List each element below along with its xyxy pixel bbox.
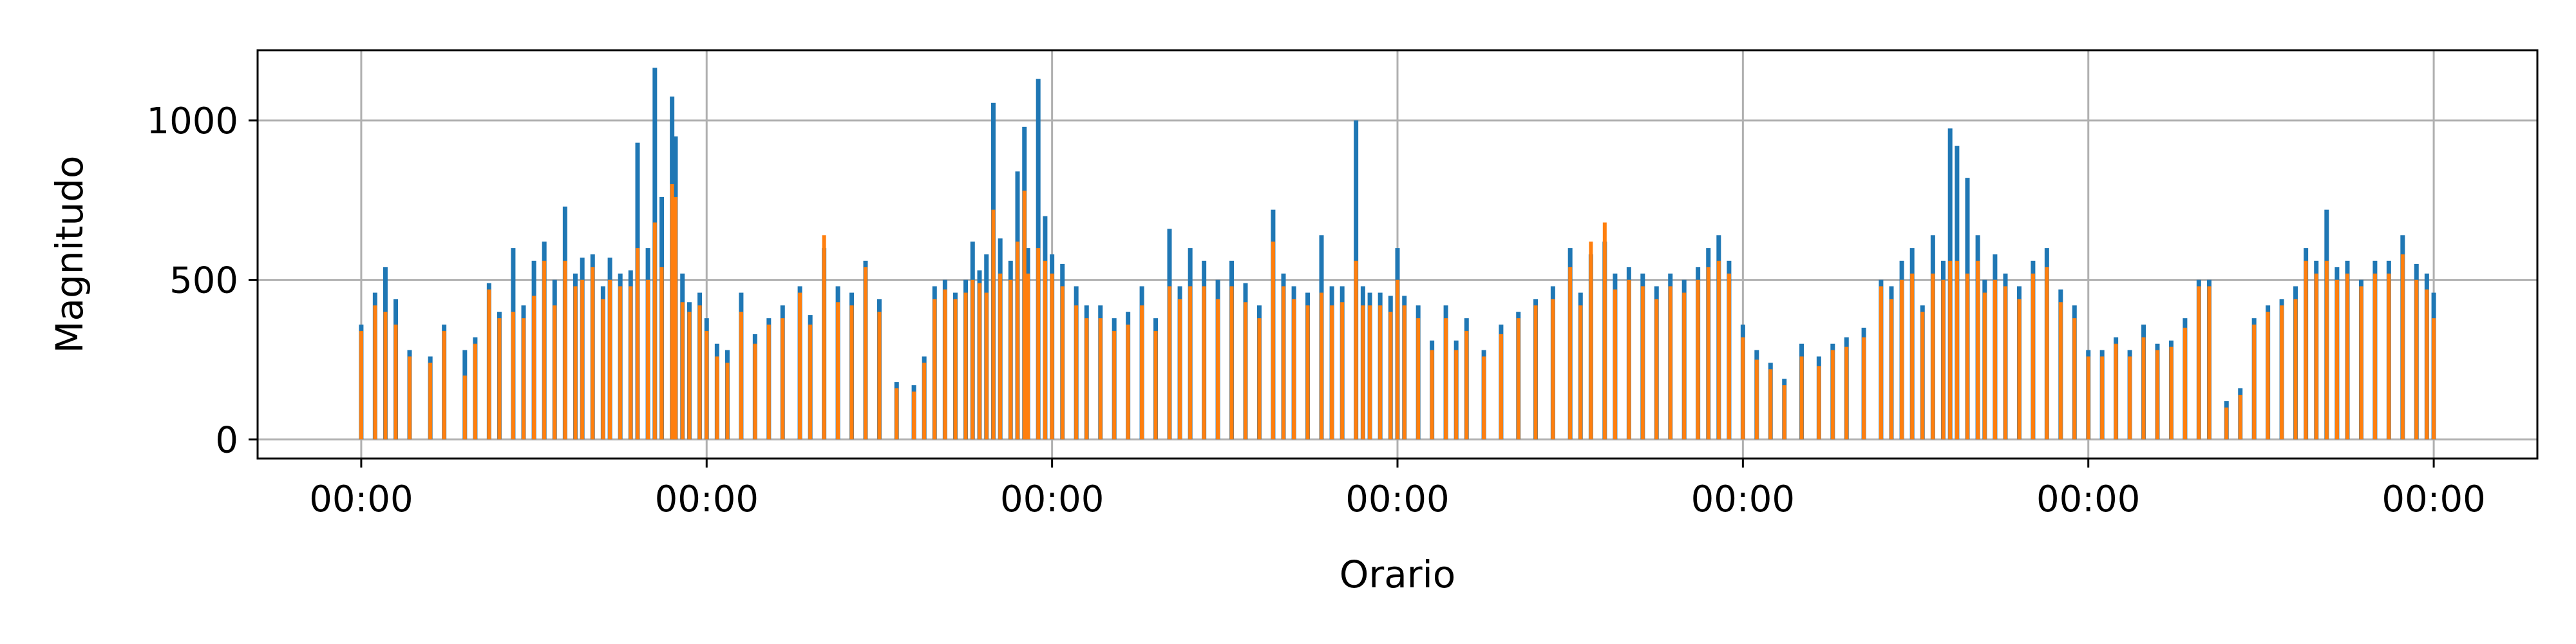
x-axis-label: Orario — [1340, 553, 1456, 596]
series-2 — [359, 184, 2436, 440]
x-tick-label: 00:00 — [2382, 478, 2485, 520]
x-tick-label: 00:00 — [1000, 478, 1104, 520]
x-tick-label: 00:00 — [1345, 478, 1449, 520]
x-tick-label: 00:00 — [1691, 478, 1795, 520]
x-tick-label: 00:00 — [655, 478, 759, 520]
x-tick-label: 00:00 — [2036, 478, 2140, 520]
y-axis-label: Magnitudo — [48, 155, 91, 353]
series-layer — [359, 68, 2436, 440]
y-tick-label: 500 — [169, 260, 238, 302]
x-axis: 00:00 00:00 00:00 00:00 00:00 00:00 00:00 — [309, 459, 2486, 520]
y-axis: 0 500 1000 — [146, 100, 258, 461]
y-tick-label: 0 — [215, 419, 238, 461]
y-tick-label: 1000 — [146, 100, 238, 142]
x-tick-label: 00:00 — [309, 478, 413, 520]
